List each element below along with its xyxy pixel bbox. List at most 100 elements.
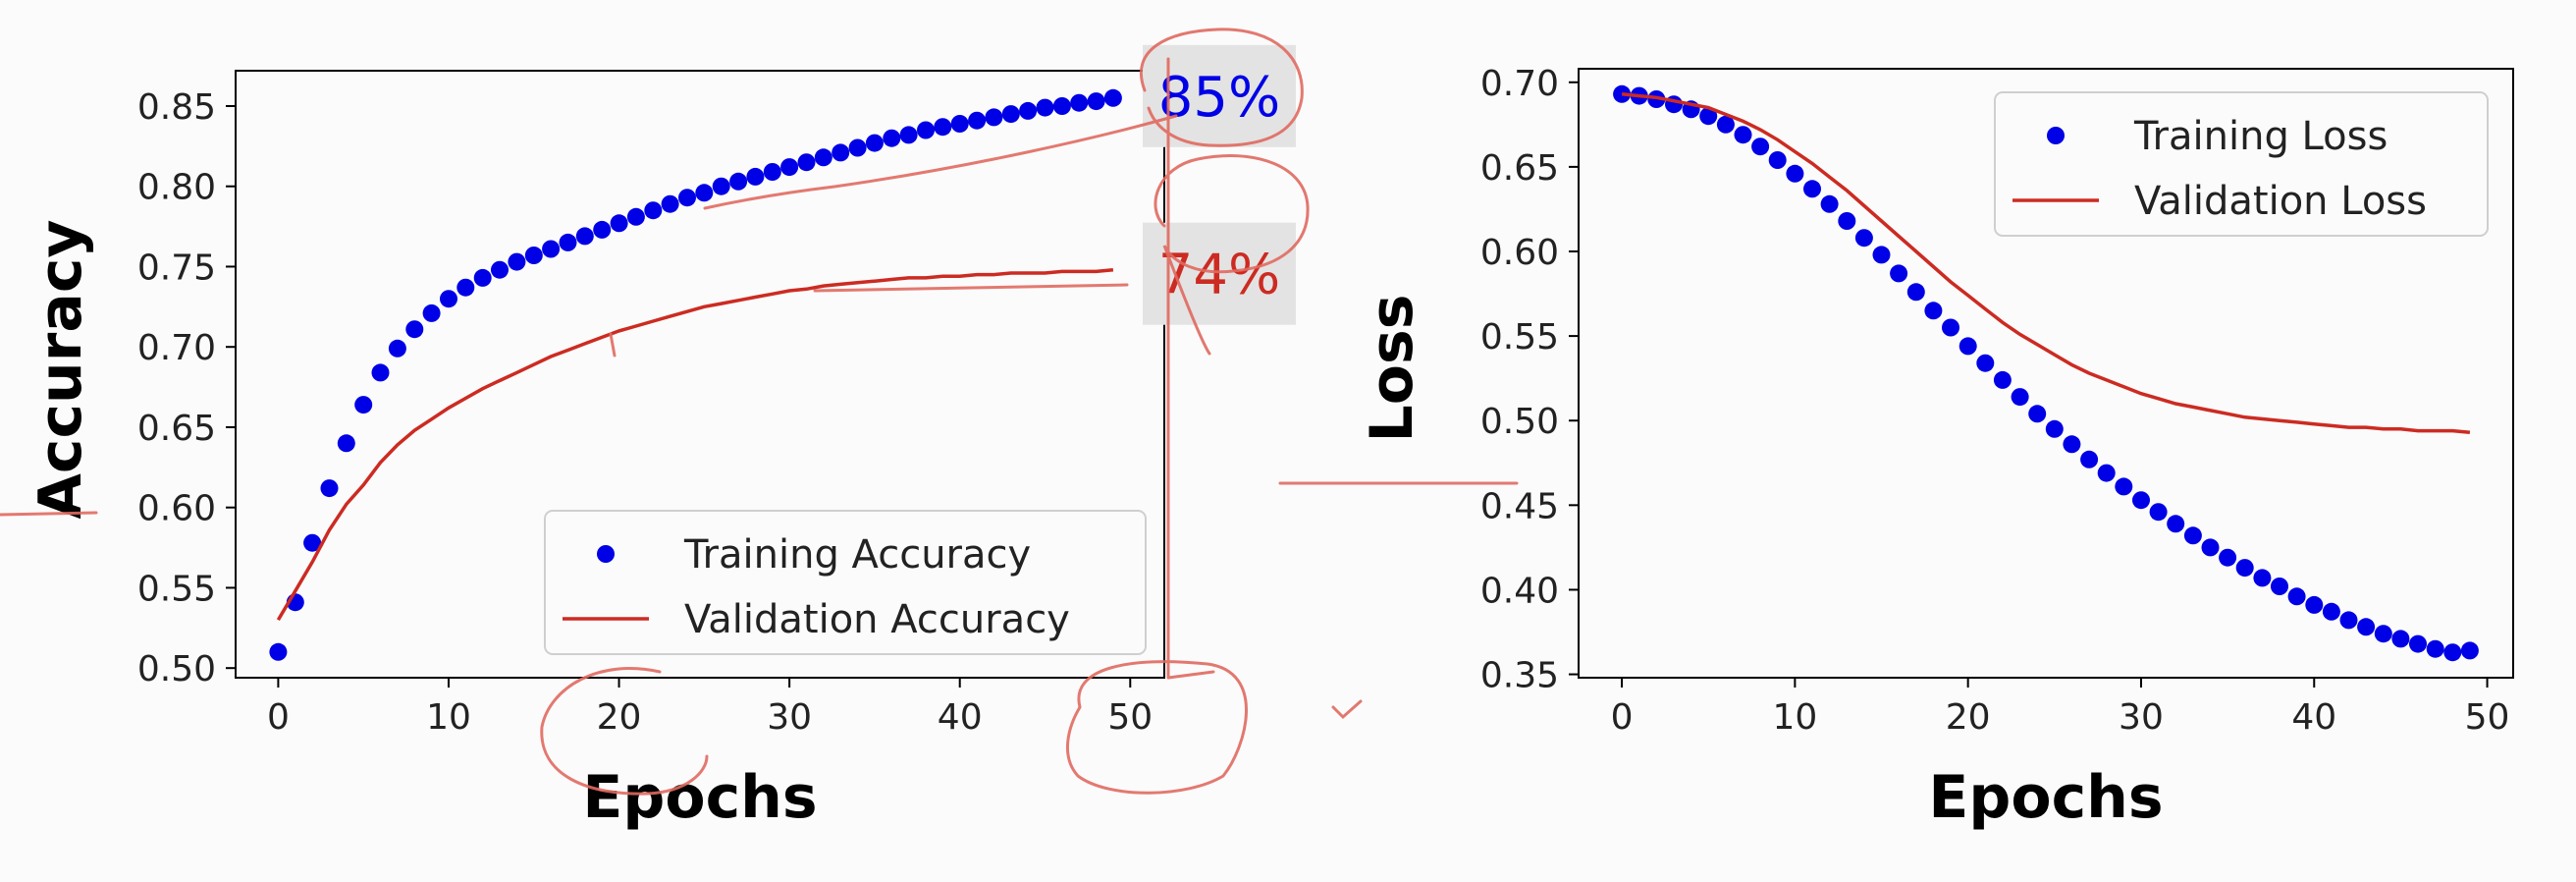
y-tick-label: 0.60 (137, 489, 216, 529)
data-point (2426, 639, 2444, 658)
ink-stroke (1065, 660, 1248, 795)
data-point (644, 201, 663, 220)
data-point (2322, 602, 2340, 621)
y-tick-label: 0.40 (1480, 571, 1559, 611)
legend-label: Training Accuracy (683, 532, 1031, 578)
series-training-loss (1613, 84, 2479, 662)
data-point (1786, 164, 1804, 183)
y-tick-label: 0.50 (1480, 402, 1559, 442)
data-point (371, 363, 390, 382)
data-point (269, 642, 288, 661)
data-point (542, 240, 561, 258)
data-point (440, 290, 457, 308)
y-tick-label: 0.60 (1480, 233, 1559, 273)
x-axis-title: Epochs (1928, 763, 2163, 832)
data-point (1854, 229, 1873, 248)
data-point (508, 252, 526, 271)
callout-validation: 74% (1143, 222, 1296, 325)
data-point (865, 134, 884, 152)
ink-stroke (1154, 154, 1310, 356)
y-axis-title: Accuracy (27, 219, 95, 519)
data-point (491, 260, 509, 279)
data-point (610, 214, 628, 233)
data-point (1019, 101, 1038, 120)
data-point (1699, 107, 1718, 126)
y-tick-label: 0.70 (1480, 64, 1559, 104)
data-point (1906, 283, 1925, 302)
data-point (985, 108, 1003, 127)
data-point (2391, 630, 2410, 648)
ink-stroke (0, 511, 98, 517)
legend-label: Validation Accuracy (684, 597, 1070, 642)
legend-label: Validation Loss (2134, 179, 2427, 224)
legend: Training Accuracy Validation Accuracy (544, 510, 1147, 655)
data-point (2149, 503, 2168, 522)
data-point (1751, 138, 1770, 156)
y-tick-label: 0.75 (137, 248, 216, 288)
x-tick-label: 40 (938, 697, 983, 738)
legend-marker-swatch (2047, 127, 2065, 144)
x-tick-label: 50 (2465, 697, 2510, 738)
data-point (2409, 634, 2427, 653)
x-tick-label: 40 (2291, 697, 2336, 738)
x-tick-label: 10 (1772, 697, 1817, 738)
y-tick-label: 0.65 (1480, 148, 1559, 189)
data-point (354, 396, 373, 414)
callout-text: 74% (1158, 244, 1280, 307)
series-validation-loss (1621, 92, 2471, 435)
data-point (746, 167, 765, 186)
data-point (2063, 435, 2081, 454)
series-line (276, 267, 1114, 621)
chart-accuracy: 0 10 20 30 40 50 0.50 0.55 0.60 0.65 0.70 0.75 0.80 0… (27, 44, 1296, 832)
ink-stroke (1139, 28, 1304, 147)
series-training-accuracy (269, 88, 1122, 661)
data-point (2028, 405, 2047, 423)
data-point (1976, 354, 1995, 372)
data-point (712, 177, 730, 195)
data-point (1036, 98, 1054, 117)
x-tick-label: 10 (426, 697, 471, 738)
x-tick-label: 30 (2119, 697, 2164, 738)
data-point (1734, 126, 1752, 144)
data-point (626, 207, 645, 226)
data-point (2115, 477, 2133, 496)
y-axis-title: Loss (1358, 295, 1426, 443)
data-point (2443, 643, 2462, 662)
data-point (780, 158, 799, 177)
data-point (1768, 151, 1787, 169)
data-point (695, 184, 714, 202)
data-point (1959, 337, 1977, 356)
chart-loss: 0 10 20 30 40 50 0.35 0.40 0.45 0.50 0.55 0.60 0.65 0… (1358, 64, 2514, 832)
y-tick-label: 0.45 (1480, 486, 1559, 526)
data-point (524, 247, 543, 264)
data-point (2287, 587, 2306, 606)
y-tick-label: 0.70 (137, 328, 216, 368)
data-point (848, 138, 867, 157)
data-point (575, 227, 594, 246)
data-point (814, 148, 832, 167)
data-point (899, 126, 918, 144)
y-tick-label: 0.55 (1480, 317, 1559, 358)
data-point (968, 111, 987, 130)
data-point (934, 118, 952, 137)
ink-stroke (1166, 57, 1215, 680)
data-point (2183, 526, 2202, 545)
data-point (883, 129, 901, 147)
legend: Training Loss Validation Loss (1994, 91, 2489, 237)
data-point (303, 533, 322, 552)
data-point (2235, 559, 2254, 578)
legend-marker-swatch (597, 545, 615, 563)
y-tick-label: 0.65 (137, 409, 216, 449)
data-point (405, 320, 424, 339)
data-point (2011, 388, 2029, 407)
data-point (2460, 641, 2479, 660)
data-point (1890, 264, 1908, 283)
data-point (1924, 302, 1943, 320)
x-tick-label: 50 (1107, 697, 1153, 738)
x-tick-label: 0 (267, 697, 290, 738)
plot-frame (1578, 68, 2514, 679)
y-tick-label: 0.85 (137, 87, 216, 128)
y-tick-label: 0.35 (1480, 656, 1559, 696)
ink-stroke (540, 667, 709, 796)
